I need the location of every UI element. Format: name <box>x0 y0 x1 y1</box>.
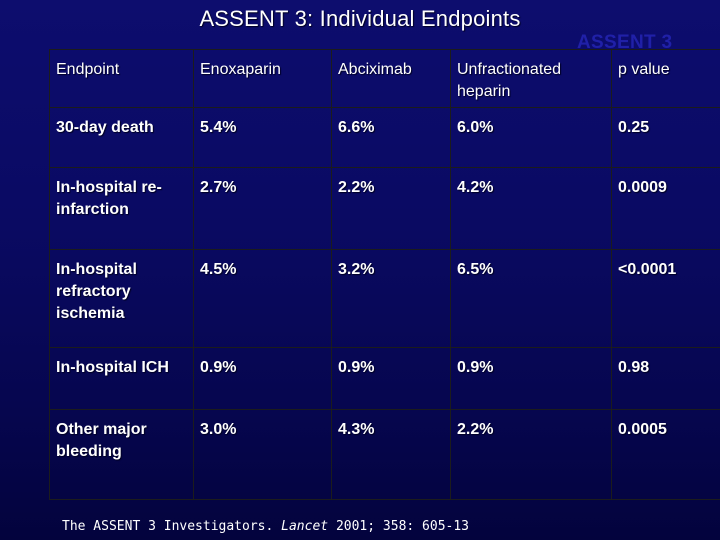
citation-journal: Lancet <box>281 519 329 534</box>
enoxaparin-cell: 3.0% <box>193 409 332 500</box>
header-abciximab: Abciximab <box>331 49 451 108</box>
abciximab-cell: 0.9% <box>331 347 451 410</box>
slide-title: ASSENT 3: Individual Endpoints <box>199 6 521 31</box>
p-value-cell: 0.98 <box>611 347 720 410</box>
citation-prefix: The ASSENT 3 Investigators. <box>62 519 282 534</box>
p-value-cell: <0.0001 <box>611 249 720 348</box>
header-enoxaparin: Enoxaparin <box>193 49 332 108</box>
abciximab-cell: 6.6% <box>331 107 451 168</box>
endpoint-cell: 30-day death <box>49 107 194 168</box>
endpoint-cell: In-hospital re-infarction <box>49 167 194 250</box>
ufh-cell: 6.5% <box>450 249 612 348</box>
enoxaparin-cell: 4.5% <box>193 249 332 348</box>
header-p-value: p value <box>611 49 720 108</box>
ufh-cell: 4.2% <box>450 167 612 250</box>
enoxaparin-cell: 5.4% <box>193 107 332 168</box>
ufh-cell: 0.9% <box>450 347 612 410</box>
table-row: 30-day death 5.4% 6.6% 6.0% 0.25 <box>49 107 720 168</box>
abciximab-cell: 3.2% <box>331 249 451 348</box>
endpoint-cell: In-hospital ICH <box>49 347 194 410</box>
enoxaparin-cell: 2.7% <box>193 167 332 250</box>
abciximab-cell: 2.2% <box>331 167 451 250</box>
table-header-row: Endpoint Enoxaparin Abciximab Unfraction… <box>49 49 720 108</box>
citation: The ASSENT 3 Investigators. Lancet 2001;… <box>62 519 469 534</box>
table-row: In-hospital ICH 0.9% 0.9% 0.9% 0.98 <box>49 347 720 410</box>
ufh-cell: 2.2% <box>450 409 612 500</box>
ufh-cell: 6.0% <box>450 107 612 168</box>
table-row: In-hospital re-infarction 2.7% 2.2% 4.2%… <box>49 167 720 250</box>
abciximab-cell: 4.3% <box>331 409 451 500</box>
watermark-text: ASSENT 3 <box>577 32 673 53</box>
table-row: Other major bleeding 3.0% 4.3% 2.2% 0.00… <box>49 409 720 500</box>
endpoint-cell: In-hospital refractory ischemia <box>49 249 194 348</box>
header-unfractionated-heparin: Unfractionated heparin <box>450 49 612 108</box>
p-value-cell: 0.0005 <box>611 409 720 500</box>
p-value-cell: 0.0009 <box>611 167 720 250</box>
endpoint-cell: Other major bleeding <box>49 409 194 500</box>
p-value-cell: 0.25 <box>611 107 720 168</box>
enoxaparin-cell: 0.9% <box>193 347 332 410</box>
endpoints-table: Endpoint Enoxaparin Abciximab Unfraction… <box>49 49 720 500</box>
table-row: In-hospital refractory ischemia 4.5% 3.2… <box>49 249 720 348</box>
header-endpoint: Endpoint <box>49 49 194 108</box>
citation-suffix: 2001; 358: 605-13 <box>328 519 470 534</box>
